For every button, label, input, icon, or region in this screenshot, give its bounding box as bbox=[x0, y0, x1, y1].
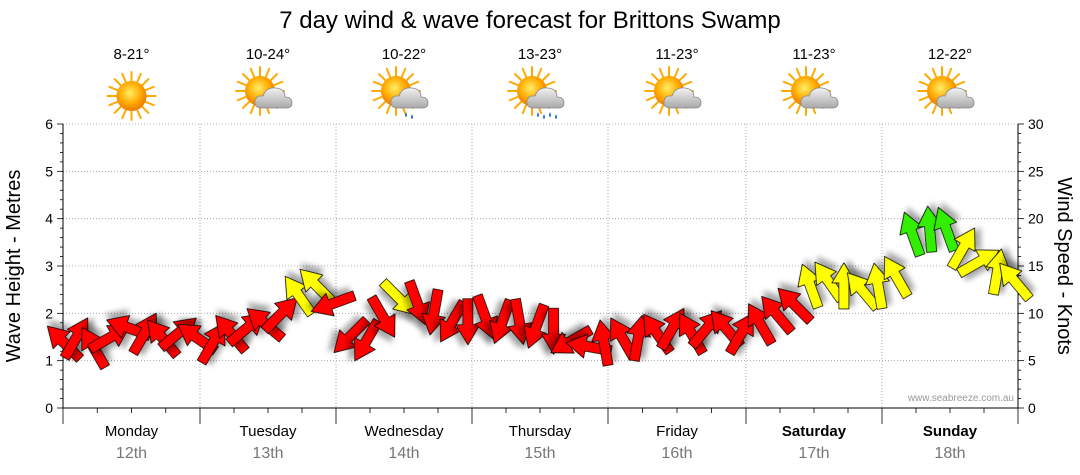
wind-arrow bbox=[333, 316, 371, 353]
temp-range: 10-24° bbox=[246, 46, 290, 63]
temp-range: 11-23° bbox=[792, 46, 835, 63]
date-label: 14th bbox=[388, 445, 419, 462]
temp-range: 13-23° bbox=[518, 46, 562, 63]
wind-arrow bbox=[725, 312, 754, 356]
day-label: Saturday bbox=[782, 423, 847, 440]
wind-arrow bbox=[354, 318, 383, 362]
cloudy-showers-icon bbox=[371, 66, 429, 119]
date-label: 17th bbox=[798, 445, 829, 462]
wind-arrow bbox=[421, 288, 446, 336]
right-tick-label: 25 bbox=[1028, 163, 1044, 179]
wind-arrow bbox=[455, 298, 481, 346]
wind-arrow bbox=[284, 275, 317, 318]
wind-arrow bbox=[761, 296, 796, 336]
day-forecast-header: 8-21° 10-24° 10-22° 13-23° 11-23° 11-23° 12-22… bbox=[106, 46, 975, 121]
right-tick-label: 15 bbox=[1028, 258, 1044, 274]
partly-cloudy-icon bbox=[644, 66, 702, 116]
wind-arrow bbox=[747, 303, 777, 347]
wind-arrow bbox=[797, 263, 824, 310]
right-tick-label: 5 bbox=[1028, 353, 1036, 369]
wind-arrow bbox=[591, 319, 616, 367]
right-tick-label: 0 bbox=[1028, 400, 1036, 416]
wind-arrow bbox=[378, 278, 416, 316]
right-axis-label: Wind Speed - Knots bbox=[1053, 177, 1075, 355]
date-label: 15th bbox=[524, 445, 555, 462]
right-tick-label: 20 bbox=[1028, 211, 1044, 227]
wind-arrow bbox=[550, 324, 594, 354]
left-tick-label: 6 bbox=[45, 116, 53, 132]
left-tick-label: 2 bbox=[45, 305, 53, 321]
left-tick-label: 0 bbox=[45, 400, 53, 416]
wind-arrow bbox=[489, 298, 516, 344]
chart-title: 7 day wind & wave forecast for Brittons … bbox=[279, 7, 781, 34]
date-label: 18th bbox=[934, 445, 965, 462]
wind-arrow bbox=[679, 312, 708, 356]
wind-arrow bbox=[999, 262, 1034, 303]
left-tick-label: 1 bbox=[45, 353, 53, 369]
temp-range: 12-22° bbox=[928, 46, 972, 63]
wind-arrow bbox=[260, 297, 298, 335]
wind-arrow bbox=[439, 299, 469, 343]
wind-arrow bbox=[933, 207, 960, 253]
wind-arrow bbox=[917, 205, 942, 253]
left-axis-label: Wave Height - Metres bbox=[3, 170, 25, 363]
axes: 0 1 2 3 4 5 6 0 5 10 15 20 25 30 Monday 12th Tuesday 13th… bbox=[45, 116, 1044, 462]
wind-arrow bbox=[865, 262, 890, 310]
right-tick-label: 10 bbox=[1028, 305, 1044, 321]
wind-arrow bbox=[883, 256, 913, 300]
partly-cloudy-icon bbox=[235, 66, 293, 116]
temp-range: 10-22° bbox=[382, 46, 426, 63]
left-tick-label: 3 bbox=[45, 258, 53, 274]
sunny-icon bbox=[106, 71, 157, 121]
wind-arrow bbox=[366, 294, 396, 338]
day-label: Sunday bbox=[923, 423, 978, 440]
day-label: Tuesday bbox=[240, 423, 297, 440]
day-label: Friday bbox=[656, 423, 698, 440]
day-label: Thursday bbox=[509, 423, 572, 440]
left-tick-label: 5 bbox=[45, 163, 53, 179]
wind-arrow bbox=[946, 227, 976, 271]
wind-arrow bbox=[777, 287, 815, 325]
wind-arrow bbox=[523, 302, 550, 349]
partly-cloudy-icon bbox=[917, 66, 975, 116]
partly-cloudy-icon bbox=[781, 66, 839, 116]
date-label: 16th bbox=[661, 445, 692, 462]
day-label: Monday bbox=[105, 423, 159, 440]
plot-area: 0 1 2 3 4 5 6 0 5 10 15 20 25 30 Monday 12th Tuesday 13th… bbox=[45, 116, 1044, 462]
cloudy-rain-icon bbox=[507, 66, 565, 119]
temp-range: 11-23° bbox=[655, 46, 698, 63]
temp-range: 8-21° bbox=[113, 46, 149, 63]
right-tick-label: 30 bbox=[1028, 116, 1044, 132]
wind-arrows bbox=[47, 205, 1034, 371]
wind-arrow bbox=[985, 248, 1011, 296]
wind-arrow bbox=[899, 211, 926, 258]
wind-arrow bbox=[47, 325, 84, 363]
left-tick-label: 4 bbox=[45, 211, 53, 227]
wind-arrow bbox=[59, 317, 89, 361]
credit-text: www.seabreeze.com.au bbox=[907, 393, 1014, 404]
date-label: 12th bbox=[116, 445, 147, 462]
day-label: Wednesday bbox=[365, 423, 444, 440]
wind-arrow bbox=[310, 290, 357, 317]
date-label: 13th bbox=[252, 445, 283, 462]
